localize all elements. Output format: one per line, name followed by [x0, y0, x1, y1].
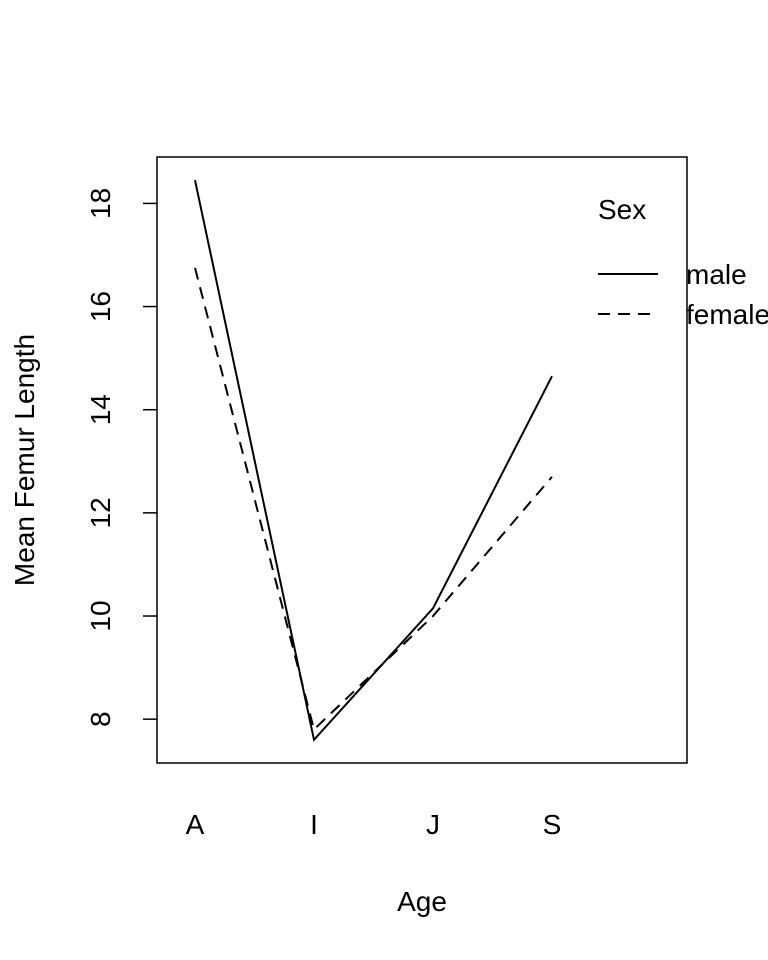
series-line-male: [194, 180, 553, 742]
x-axis-label: Age: [397, 886, 447, 917]
legend: Sex male female: [598, 194, 768, 330]
y-tick-label: 12: [85, 497, 116, 528]
legend-label-male: male: [686, 259, 747, 290]
series-lines: [194, 180, 553, 742]
x-tick-label: I: [310, 809, 318, 840]
x-tick-label: S: [543, 809, 562, 840]
y-tick-label: 18: [85, 188, 116, 219]
series-line-female: [194, 267, 553, 732]
x-tick-label: J: [426, 809, 440, 840]
y-tick-label: 14: [85, 394, 116, 425]
y-tick-label: 16: [85, 291, 116, 322]
y-tick-label: 8: [85, 711, 116, 727]
legend-title: Sex: [598, 194, 646, 225]
plot-frame: [156, 156, 688, 764]
y-axis: 8 10 12 14 16 18: [85, 188, 157, 727]
x-tick-label: A: [186, 809, 205, 840]
legend-label-female: female: [686, 299, 768, 330]
y-axis-label: Mean Femur Length: [9, 334, 40, 586]
y-tick-label: 10: [85, 600, 116, 631]
